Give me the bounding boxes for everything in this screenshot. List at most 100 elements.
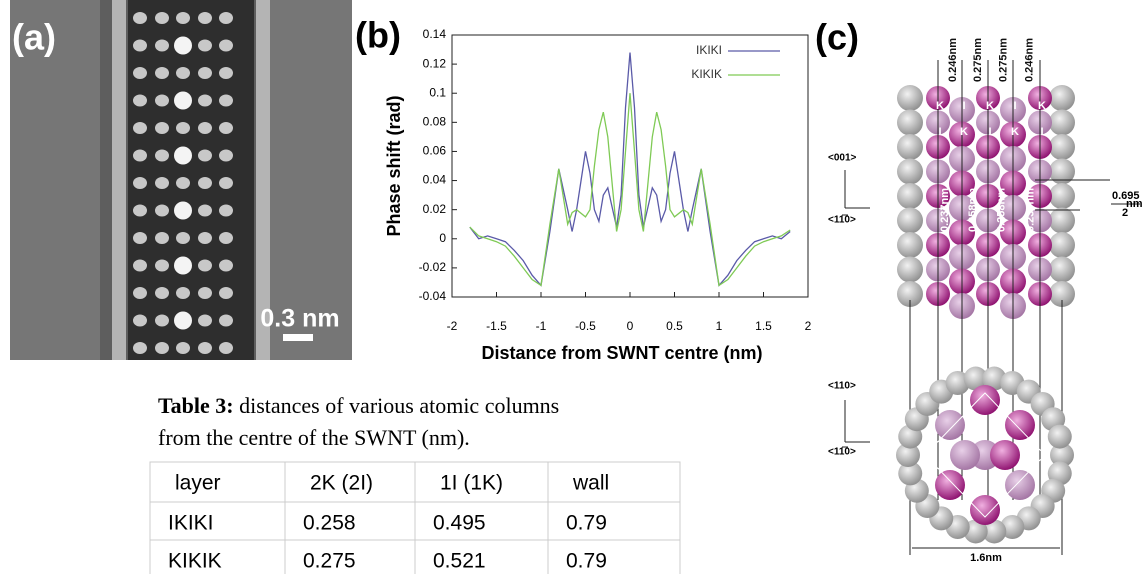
axis-label: nm: [1126, 198, 1143, 210]
atom-column: [198, 67, 212, 79]
spacing-label: 0.258nm: [995, 188, 1007, 232]
atom: [897, 256, 923, 283]
atom: [897, 134, 923, 160]
atom: [970, 495, 1000, 525]
atom-column: [219, 287, 233, 299]
atom: [963, 366, 988, 391]
atom-column: [174, 91, 192, 110]
atom: [897, 183, 923, 209]
atom: [1049, 256, 1075, 283]
y-tick-label: 0.06: [423, 144, 447, 158]
atom-column: [133, 342, 147, 354]
atom-column: [219, 12, 233, 24]
atom-column: [155, 259, 169, 272]
x-tick-label: 1: [716, 319, 723, 333]
atom-column: [155, 12, 169, 24]
column-letter: I: [962, 100, 965, 112]
table-cell: 0.495: [433, 512, 486, 535]
atom-column: [219, 259, 233, 272]
atom-column: [198, 342, 212, 354]
micrograph: [10, 0, 352, 360]
atom: [898, 461, 923, 486]
atom-column: [155, 314, 169, 327]
atom: [945, 371, 970, 396]
spacing-label: 0.246nm: [1023, 38, 1035, 82]
atom: [982, 519, 1007, 544]
x-tick-label: -1: [536, 319, 547, 333]
column-letter: I: [938, 126, 941, 138]
x-tick-label: -0.5: [575, 319, 596, 333]
atom-column: [198, 39, 212, 52]
column-letter: K: [1011, 126, 1019, 138]
atom: [897, 281, 923, 307]
atom: [897, 109, 923, 136]
atom: [1049, 158, 1075, 185]
atom-column: [219, 149, 233, 162]
tube-wall: [256, 0, 270, 360]
column-letter: I: [988, 126, 991, 138]
atom-column: [133, 204, 147, 217]
atom: [1049, 232, 1075, 258]
scale-bar-label: 0.3 nm: [260, 305, 339, 333]
atom: [896, 443, 920, 467]
scale-bar: [283, 334, 313, 341]
table-header: wall: [572, 472, 609, 495]
atom-column: [176, 12, 190, 24]
panel-label: (c): [815, 17, 859, 58]
table-cell: IKIKI: [168, 512, 214, 535]
atom-column: [198, 314, 212, 327]
atom-column: [198, 149, 212, 162]
x-tick-label: -2: [447, 319, 458, 333]
y-tick-label: 0.08: [423, 115, 447, 129]
table-header: layer: [175, 472, 221, 495]
x-tick-label: 1.5: [755, 319, 772, 333]
axis-label: <110>: [828, 215, 856, 226]
table-cell: 0.79: [566, 550, 607, 573]
y-tick-label: 0.12: [423, 56, 447, 70]
atom: [963, 519, 988, 544]
atom: [935, 410, 965, 440]
atom-column: [133, 232, 147, 244]
structure-diagram: 1.6nm 0.246nm 0.275nm 0.275nm 0.246nm 0.237nm…: [828, 38, 1143, 564]
atom-column: [198, 204, 212, 217]
axis-label: <110>: [828, 381, 856, 392]
column-letter: K: [1038, 100, 1046, 112]
atom: [897, 85, 923, 111]
dimension-label: 1.6nm: [970, 552, 1002, 564]
atom: [970, 385, 1000, 415]
atom: [1000, 514, 1025, 539]
atom-column: [219, 232, 233, 244]
atom: [1047, 424, 1072, 449]
atom-column: [133, 287, 147, 299]
atom: [1049, 183, 1075, 209]
column-letter: I: [1040, 126, 1043, 138]
y-tick-label: -0.02: [419, 260, 447, 274]
axis-label: <110>: [828, 447, 856, 458]
atom-column: [133, 122, 147, 134]
atom-column: [219, 204, 233, 217]
atom-column: [155, 342, 169, 354]
plot-frame: [451, 34, 809, 298]
spacing-label: 0.246nm: [947, 38, 959, 82]
atom-column: [219, 122, 233, 134]
atom: [1005, 470, 1035, 500]
atom-column: [155, 149, 169, 162]
atom-column: [176, 122, 190, 134]
y-tick-label: -0.04: [419, 289, 447, 303]
spacing-label: 0.237nm: [1024, 188, 1036, 232]
y-tick-label: 0.04: [423, 173, 447, 187]
atom: [1049, 85, 1075, 111]
atom-column: [198, 177, 212, 189]
atom-column: [155, 94, 169, 107]
x-tick-label: 0: [627, 319, 634, 333]
atom-column: [174, 201, 192, 220]
atom-column: [133, 12, 147, 24]
spacing-label: 0.275nm: [972, 38, 984, 82]
axis-label: 0.695: [1112, 190, 1140, 202]
atom-column: [198, 12, 212, 24]
spacing-label: 0.237nm: [939, 188, 951, 232]
atom-column: [133, 259, 147, 272]
atom: [897, 158, 923, 185]
